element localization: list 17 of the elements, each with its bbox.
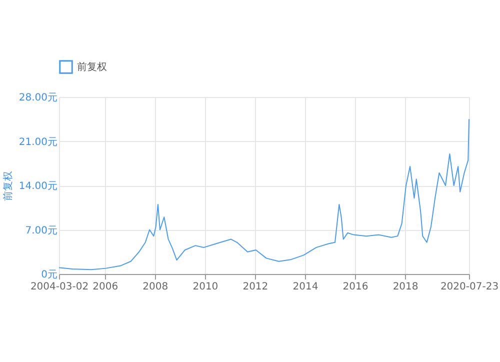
- line-series: [58, 118, 470, 270]
- y-tick-label: 14.00元: [18, 181, 58, 192]
- x-tick-label: 2020-07-23: [440, 282, 499, 292]
- x-tick-label: 2018: [392, 282, 418, 292]
- x-tick-label: 2016: [342, 282, 368, 292]
- x-tick-label: 2010: [192, 282, 218, 292]
- x-tick-label: 2006: [92, 282, 118, 292]
- y-tick-label: 28.00元: [18, 92, 58, 104]
- y-tick-label: 7.00元: [25, 225, 58, 236]
- y-axis-title: 前复权: [2, 171, 14, 201]
- y-tick-label: 21.00元: [18, 136, 58, 148]
- x-tick-label: 2004-03-02: [30, 282, 89, 292]
- y-tick-label: 0元: [41, 270, 58, 280]
- x-tick-label: 2008: [142, 282, 168, 292]
- x-tick-label: 2012: [242, 282, 268, 292]
- x-tick-label: 2014: [292, 282, 318, 292]
- legend-label: 前复权: [77, 61, 107, 73]
